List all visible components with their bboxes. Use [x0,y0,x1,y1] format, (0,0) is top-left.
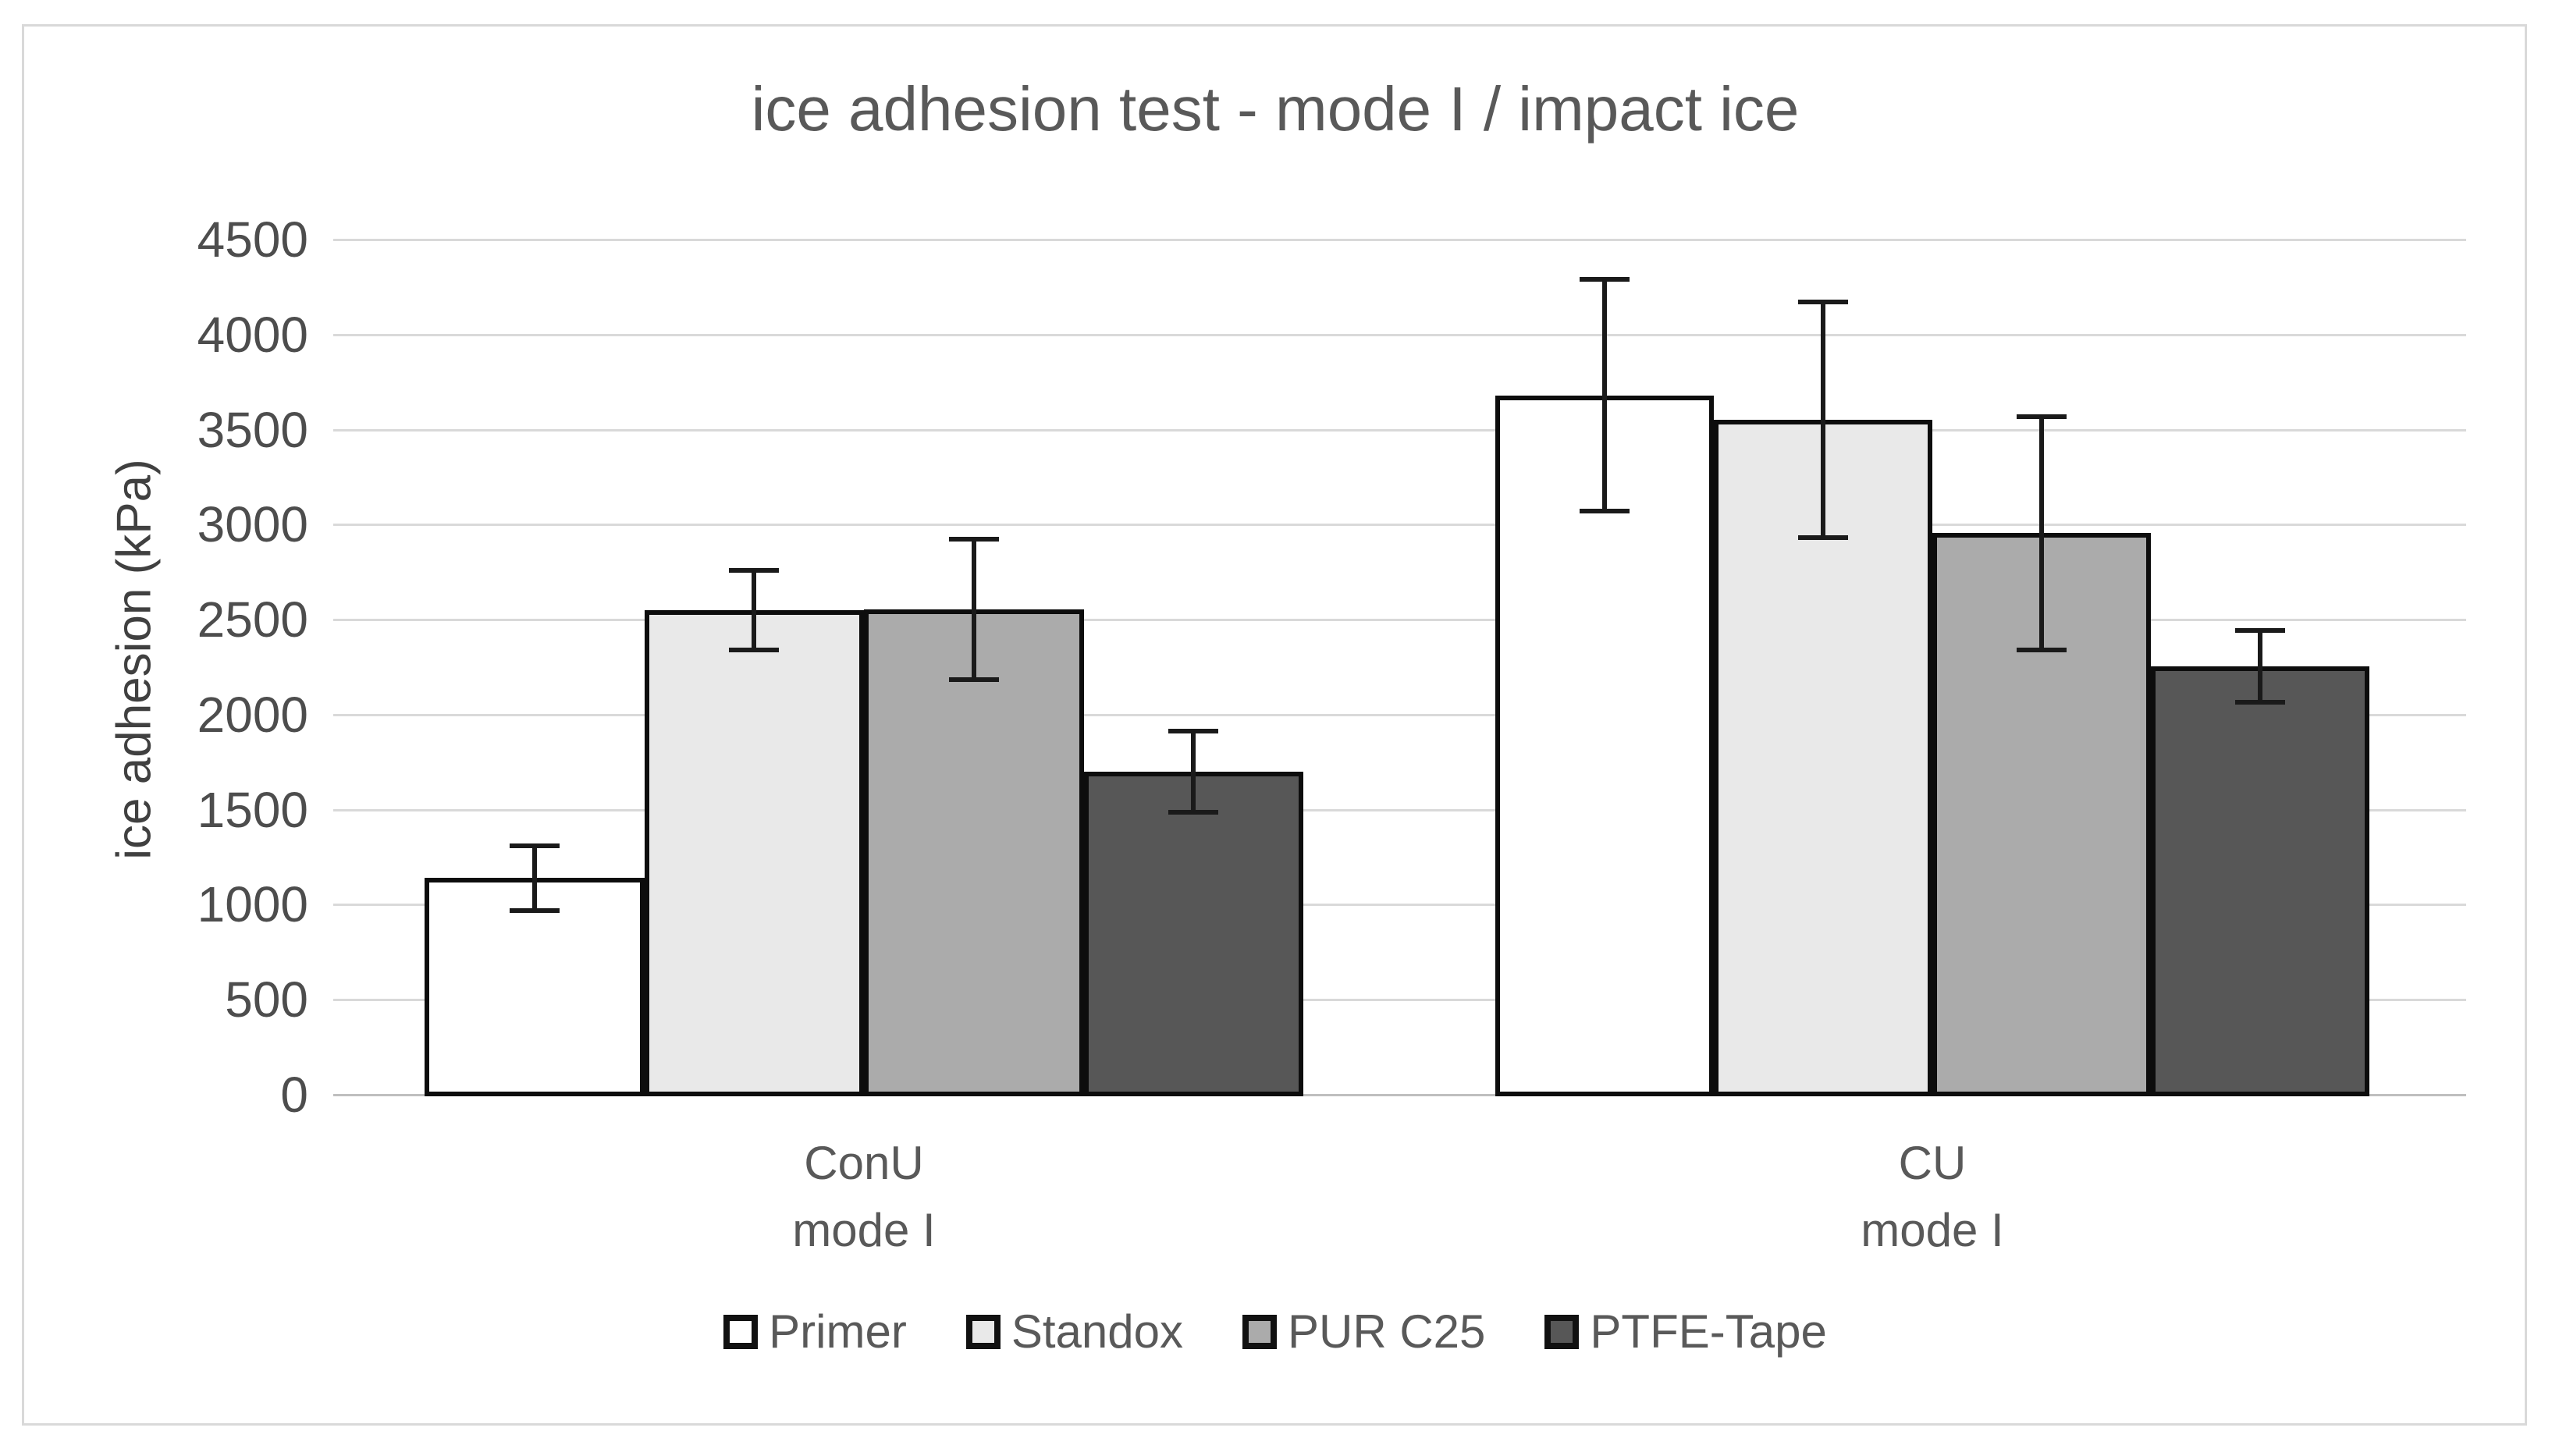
error-bar-cap [2235,627,2285,633]
error-bar-cap [2017,648,2067,653]
legend-item-ptfe-tape: PTFE-Tape [1544,1305,1827,1358]
x-axis-line [333,1094,2466,1096]
gridline [333,904,2466,907]
legend: Primer Standox PUR C25 PTFE-Tape [23,1305,2527,1358]
error-bar-cap [948,677,999,682]
y-tick-label: 0 [280,1067,308,1123]
category-label-cu: CU mode I [1861,1130,2003,1264]
legend-label: Primer [769,1305,907,1358]
legend-label: PTFE-Tape [1590,1305,1827,1358]
legend-swatch-ptfe-tape [1544,1314,1580,1349]
error-bar-ptfe-tape [1191,730,1196,813]
y-tick-label: 500 [225,971,308,1028]
y-tick-label: 4500 [197,211,308,268]
error-bar-cap [509,843,560,848]
error-bar-primer [1602,279,1607,512]
error-bar-cap [509,907,560,913]
legend-swatch-pur-c25 [1242,1314,1277,1349]
bar-standox [644,609,864,1096]
gridline [333,428,2466,431]
y-tick-label: 1000 [197,876,308,933]
error-bar-cap [729,567,780,573]
category-label-line: mode I [1861,1204,2004,1256]
gridline [333,713,2466,716]
category-label-conu: ConU mode I [792,1130,935,1264]
bar-ptfe-tape [1083,771,1303,1096]
legend-swatch-primer [723,1314,759,1349]
error-bar-pur-c25 [2039,416,2044,651]
error-bar-cap [1168,810,1219,815]
gridline [333,333,2466,336]
error-bar-standox [1821,302,1825,538]
error-bar-standox [752,570,757,651]
error-bar-primer [531,845,537,911]
y-tick-label: 3000 [197,496,308,553]
legend-label: PUR C25 [1287,1305,1486,1358]
error-bar-cap [1798,535,1848,541]
gridline [333,619,2466,622]
error-bar-cap [2235,700,2285,705]
gridline [333,524,2466,527]
y-tick-label: 2000 [197,686,308,743]
error-bar-cap [1168,728,1219,733]
y-tick-label: 1500 [197,781,308,838]
bar-pur-c25 [864,609,1084,1096]
legend-label: Standox [1011,1305,1183,1358]
y-tick-label: 2500 [197,591,308,648]
gridline [333,808,2466,811]
category-label-line: mode I [792,1204,936,1256]
error-bar-cap [1798,300,1848,305]
gridline [333,239,2466,241]
error-bar-cap [2017,414,2067,419]
legend-swatch-standox [965,1314,1001,1349]
chart-title: ice adhesion test - mode I / impact ice [751,74,1800,144]
error-bar-ptfe-tape [2258,630,2262,703]
error-bar-cap [948,536,999,542]
y-tick-label: 4000 [197,306,308,363]
legend-item-pur-c25: PUR C25 [1242,1305,1485,1358]
legend-item-standox: Standox [965,1305,1183,1358]
error-bar-cap [1580,277,1630,282]
gridline [333,999,2466,1002]
category-label-line: CU [1898,1137,1967,1189]
error-bar-pur-c25 [971,538,976,680]
error-bar-cap [1580,509,1630,514]
error-bar-cap [729,648,780,653]
y-tick-label: 3500 [197,401,308,458]
bar-ptfe-tape [2151,666,2369,1096]
bar-standox [1714,420,1932,1096]
legend-item-primer: Primer [723,1305,907,1358]
category-label-line: ConU [804,1137,924,1189]
